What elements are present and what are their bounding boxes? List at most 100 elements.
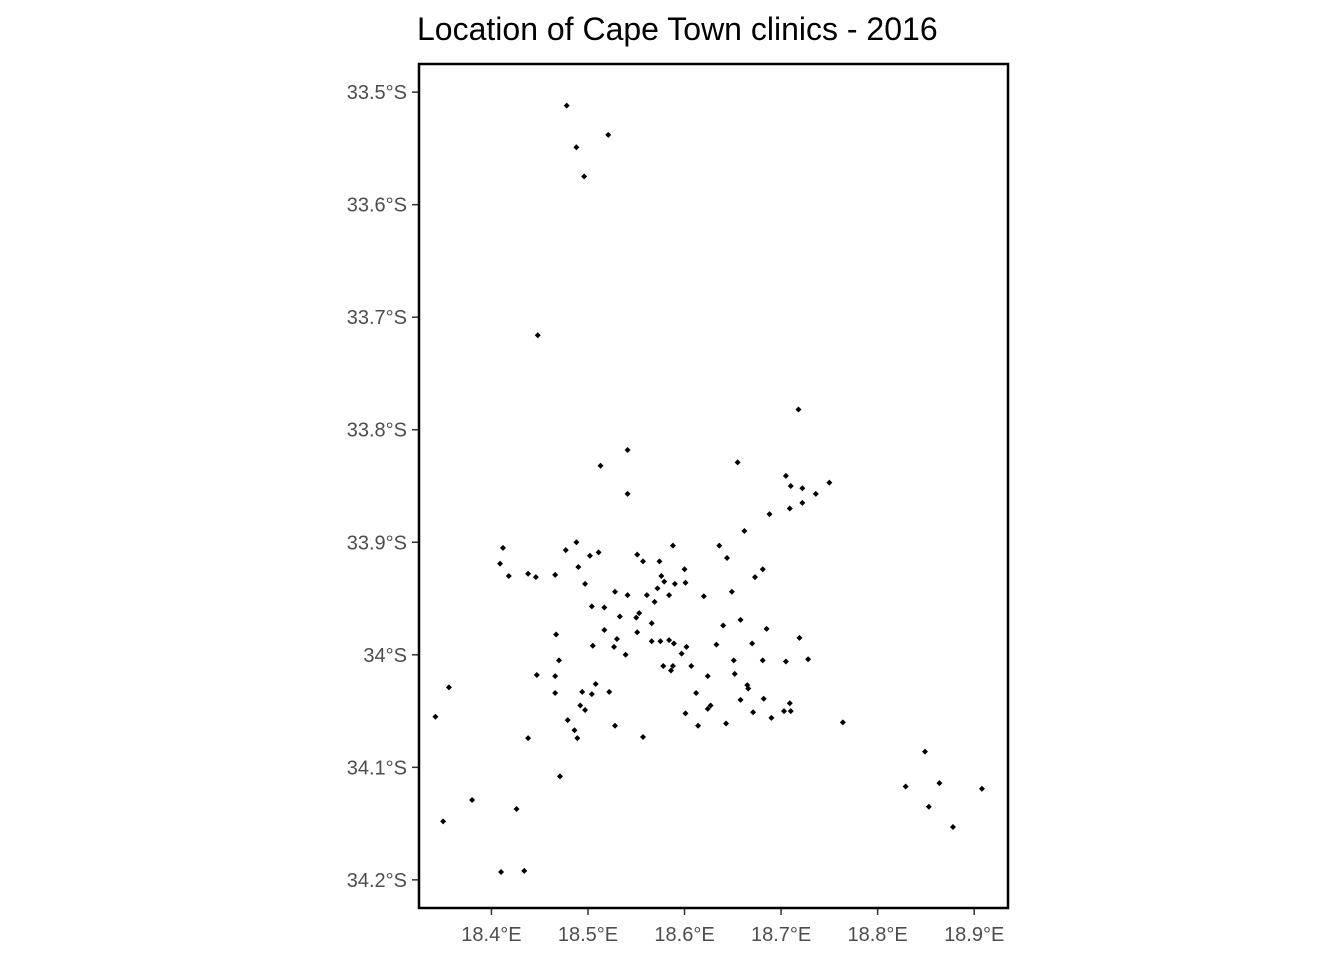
clinic-point [612, 588, 619, 595]
clinic-point [688, 663, 695, 670]
clinic-points [432, 102, 985, 875]
clinic-point [666, 637, 673, 644]
x-tick-label: 18.9°E [944, 924, 1004, 946]
clinic-point [759, 566, 766, 573]
clinic-point [521, 867, 528, 874]
clinic-point [575, 564, 582, 571]
clinic-point [440, 818, 447, 825]
clinic-point [636, 610, 643, 617]
clinic-point [534, 332, 541, 339]
x-tick-label: 18.4°E [461, 924, 521, 946]
clinic-point [786, 505, 793, 512]
clinic-point [633, 614, 640, 621]
x-tick-label: 18.6°E [654, 924, 714, 946]
clinic-point [657, 638, 664, 645]
clinic-point [750, 709, 757, 716]
y-tick-label: 33.9°S [347, 532, 407, 554]
clinic-point [737, 696, 744, 703]
clinic-point [582, 580, 589, 587]
clinic-point [588, 691, 595, 698]
clinic-point [553, 631, 560, 638]
y-tick-label: 33.5°S [347, 82, 407, 104]
chart-title: Location of Cape Town clinics - 2016 [417, 11, 938, 47]
clinic-point [949, 823, 956, 830]
clinic-point [563, 102, 570, 109]
clinic-point [839, 719, 846, 726]
clinic-point [601, 627, 608, 634]
clinic-point [704, 673, 711, 680]
clinic-point [681, 566, 688, 573]
clinic-point [648, 638, 655, 645]
clinic-point [562, 547, 569, 554]
clinic-point [799, 499, 806, 506]
clinic-point [704, 705, 711, 712]
y-tick-label: 33.6°S [347, 195, 407, 217]
clinic-point [826, 479, 833, 486]
clinic-point [500, 544, 507, 551]
clinic-point [574, 735, 581, 742]
y-tick-label: 34.2°S [347, 870, 407, 892]
clinic-point [552, 571, 559, 578]
clinic-point [925, 803, 932, 810]
clinic-point [760, 695, 767, 702]
clinic-point [669, 542, 676, 549]
x-tick-label: 18.5°E [558, 924, 618, 946]
clinic-point [634, 629, 641, 636]
clinic-point [730, 657, 737, 664]
clinic-point [612, 722, 619, 729]
clinic-point [611, 643, 618, 650]
clinic-point [588, 603, 595, 610]
clinic-point [666, 592, 673, 599]
clinic-point [605, 131, 612, 138]
clinic-point [678, 650, 685, 657]
clinic-point [573, 539, 580, 546]
clinic-point [921, 748, 928, 755]
clinic-point [720, 622, 727, 629]
clinic-point [651, 598, 658, 605]
clinic-point [606, 688, 613, 695]
clinic-point [936, 780, 943, 787]
clinic-point [643, 592, 650, 599]
clinic-point [656, 558, 663, 565]
clinic-point [763, 625, 770, 632]
clinic-point [658, 573, 665, 580]
clinic-point [640, 733, 647, 740]
clinic-point [582, 706, 589, 713]
clinic-point [581, 173, 588, 180]
clinic-point [556, 773, 563, 780]
x-tick-label: 18.7°E [751, 924, 811, 946]
clinic-point [805, 656, 812, 663]
clinic-point [759, 657, 766, 664]
clinic-point [573, 144, 580, 151]
clinic-point [716, 542, 723, 549]
clinic-point [737, 616, 744, 623]
clinic-point [469, 796, 476, 803]
clinic-point [579, 688, 586, 695]
clinic-point [795, 406, 802, 413]
clinic-point [660, 663, 667, 670]
clinic-point [734, 459, 741, 466]
x-tick-label: 18.8°E [848, 924, 908, 946]
clinic-point [613, 636, 620, 643]
clinic-point [586, 552, 593, 559]
clinic-point [723, 720, 730, 727]
clinic-point [432, 713, 439, 720]
clinic-point [782, 658, 789, 665]
clinic-point [741, 528, 748, 535]
clinic-point [768, 714, 775, 721]
clinic-point [682, 710, 689, 717]
y-tick-label: 33.8°S [347, 420, 407, 442]
clinic-point [589, 642, 596, 649]
clinic-point [624, 490, 631, 497]
clinic-point [556, 657, 563, 664]
clinic-point [552, 673, 559, 680]
clinic-point [749, 640, 756, 647]
y-tick-label: 34°S [363, 645, 407, 667]
clinic-point [595, 549, 602, 556]
clinic-point [634, 551, 641, 558]
clinic-point [902, 783, 909, 790]
clinic-point [445, 684, 452, 691]
clinic-point [671, 580, 678, 587]
clinic-point [525, 735, 532, 742]
